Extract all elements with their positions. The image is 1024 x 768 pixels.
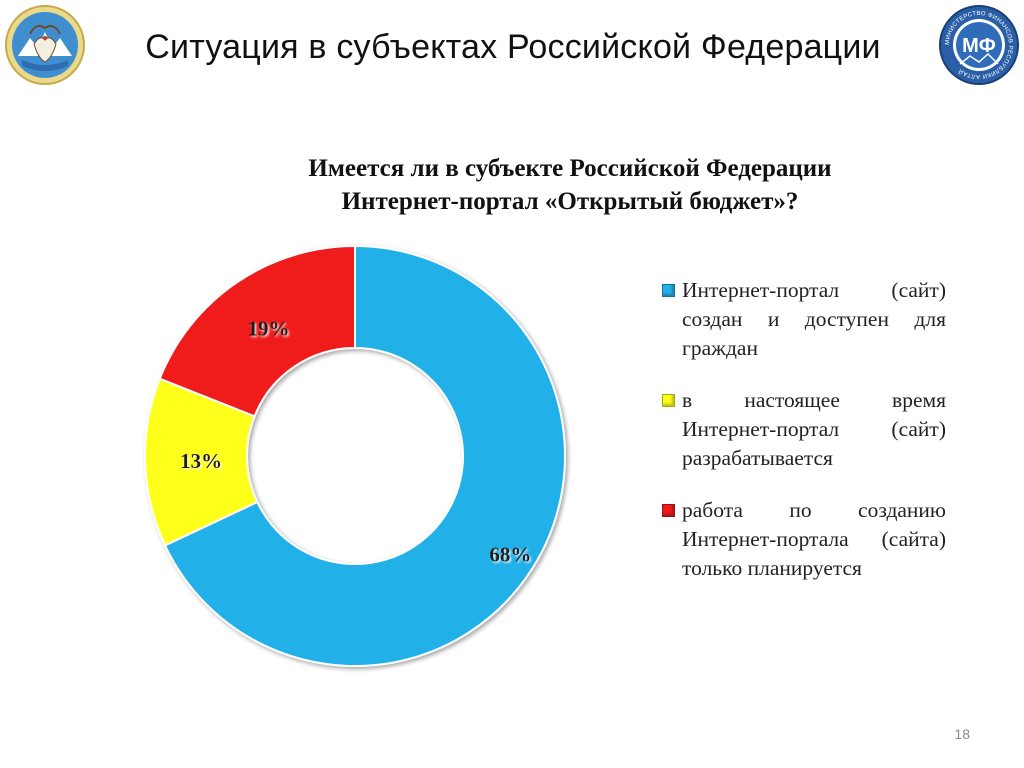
chart-title-line-2: Интернет-портал «Открытый бюджет»?: [341, 188, 799, 215]
donut-chart: 68% 13% 19%: [144, 244, 566, 667]
legend-label: Интернет-портал (сайт) создан и доступен…: [682, 278, 946, 360]
slice-data-label: 19%: [247, 317, 289, 341]
ministry-finance-logo: МИНИСТЕРСТВО ФИНАНСОВ РЕСПУБЛИКИ АЛТАЙ М…: [939, 5, 1019, 85]
chart-title: Имеется ли в субъекте Российской Федерац…: [200, 152, 940, 218]
page-number: 18: [954, 726, 970, 742]
legend-swatch-yellow: [662, 394, 675, 407]
legend-swatch-blue: [662, 284, 675, 297]
legend-item-planned: работа по созданию Интернет-портала (сай…: [660, 496, 946, 583]
slice-data-label: 68%: [489, 543, 531, 567]
logo-monogram: МФ: [962, 35, 996, 57]
legend-swatch-red: [662, 504, 675, 517]
slice-planned: [158, 244, 356, 418]
legend-label: работа по созданию Интернет-портала (сай…: [682, 498, 946, 580]
chart-title-line-1: Имеется ли в субъекте Российской Федерац…: [308, 155, 832, 182]
legend-item-available: Интернет-портал (сайт) создан и доступен…: [660, 276, 946, 363]
slice-data-label: 13%: [180, 449, 222, 473]
legend-item-in-development: в настоящее время Интернет-портал (сайт)…: [660, 386, 946, 473]
slice-available: [163, 244, 566, 667]
coat-of-arms-logo: [5, 5, 85, 85]
slide-title: Ситуация в субъектах Российской Федераци…: [145, 28, 881, 66]
legend-label: в настоящее время Интернет-портал (сайт)…: [682, 388, 946, 470]
chart-legend: Интернет-портал (сайт) создан и доступен…: [660, 276, 946, 606]
